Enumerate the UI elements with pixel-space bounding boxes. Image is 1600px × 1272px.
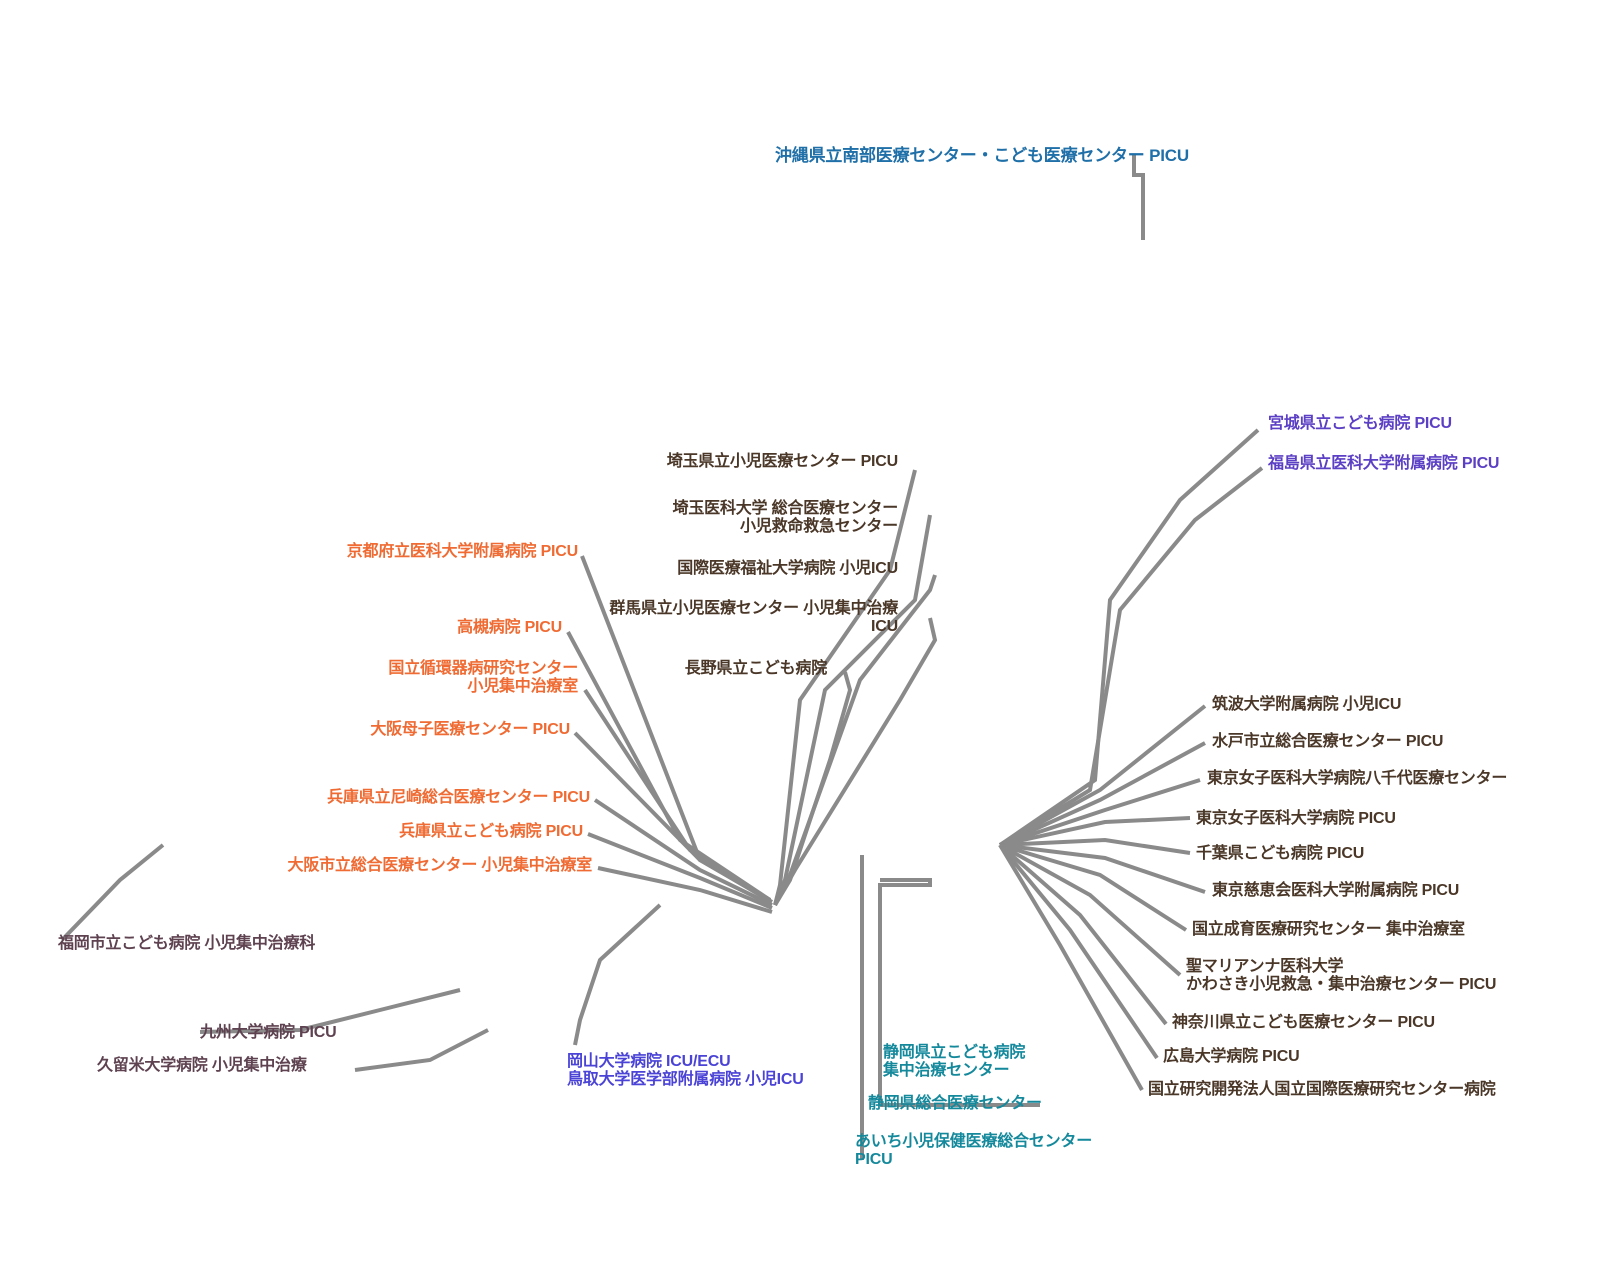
node-label[interactable]: 福島県立医科大学附属病院 PICU bbox=[1268, 455, 1500, 472]
node-label[interactable]: 兵庫県立尼崎総合医療センター PICU bbox=[327, 789, 590, 806]
node-label[interactable]: 東京女子医科大学病院八千代医療センター bbox=[1207, 770, 1508, 787]
node-label[interactable]: 国立循環器病研究センター 小児集中治療室 bbox=[388, 660, 578, 695]
node-label[interactable]: あいち小児保健医療総合センター PICU bbox=[855, 1133, 1093, 1168]
node-label[interactable]: 神奈川県立こども医療センター PICU bbox=[1172, 1014, 1435, 1031]
connector-line bbox=[998, 843, 1159, 1060]
connector-line bbox=[999, 843, 1188, 932]
connector-line bbox=[878, 878, 932, 1105]
connector-line bbox=[999, 837, 1191, 855]
node-label[interactable]: 広島大学病院 PICU bbox=[1163, 1048, 1300, 1065]
node-label[interactable]: 九州大学病院 PICU bbox=[200, 1024, 337, 1041]
node-label[interactable]: 国立研究開発法人国立国際医療研究センター病院 bbox=[1148, 1081, 1496, 1098]
connector-line bbox=[999, 816, 1191, 847]
node-label[interactable]: 京都府立医科大学附属病院 PICU bbox=[346, 543, 578, 560]
connector-line bbox=[60, 843, 165, 942]
node-label[interactable]: 宮城県立こども病院 PICU bbox=[1268, 415, 1452, 432]
node-label[interactable]: 大阪母子医療センター PICU bbox=[370, 721, 570, 738]
connector-line bbox=[999, 741, 1206, 847]
connector-line bbox=[587, 832, 773, 910]
node-label[interactable]: 高槻病院 PICU bbox=[457, 619, 562, 636]
connector-line bbox=[998, 843, 1144, 1091]
connector-line bbox=[773, 671, 853, 907]
node-label[interactable]: 大阪市立総合医療センター 小児集中治療室 bbox=[287, 857, 593, 874]
connector-line bbox=[999, 843, 1182, 977]
node-label[interactable]: 国際医療福祉大学病院 小児ICU bbox=[677, 560, 898, 577]
connector-line bbox=[1132, 154, 1145, 240]
node-label[interactable]: 千葉県こども病院 PICU bbox=[1196, 845, 1365, 862]
node-label[interactable]: 岡山大学病院 ICU/ECU 鳥取大学医学部附属病院 小児ICU bbox=[567, 1053, 804, 1088]
node-label[interactable]: 埼玉医科大学 総合医療センター 小児救命救急センター bbox=[672, 500, 899, 535]
connector-line bbox=[999, 704, 1207, 847]
connector-line bbox=[999, 778, 1201, 847]
node-label[interactable]: 兵庫県立こども病院 PICU bbox=[399, 823, 583, 840]
node-label[interactable]: 筑波大学附属病院 小児ICU bbox=[1212, 696, 1402, 713]
connector-line bbox=[999, 843, 1206, 894]
connector-line bbox=[573, 903, 662, 1046]
node-label[interactable]: 久留米大学病院 小児集中治療 bbox=[97, 1057, 307, 1074]
connector-line bbox=[998, 843, 1168, 1026]
node-label[interactable]: 福岡市立こども病院 小児集中治療科 bbox=[58, 935, 316, 952]
node-label[interactable]: 聖マリアンナ医科大学 かわさき小児救急・集中治療センター PICU bbox=[1186, 958, 1497, 993]
connector-line bbox=[354, 1028, 489, 1072]
node-label[interactable]: 水戸市立総合医療センター PICU bbox=[1212, 733, 1444, 750]
node-label[interactable]: 群馬県立小児医療センター 小児集中治療 ICU bbox=[609, 600, 898, 635]
node-label[interactable]: 東京慈恵会医科大学附属病院 PICU bbox=[1212, 882, 1460, 899]
node-label[interactable]: 静岡県立こども病院 集中治療センター bbox=[883, 1044, 1026, 1079]
node-label[interactable]: 東京女子医科大学病院 PICU bbox=[1196, 810, 1396, 827]
node-label[interactable]: 静岡県総合医療センター bbox=[868, 1095, 1042, 1112]
connector-line bbox=[998, 428, 1260, 847]
node-label[interactable]: 沖縄県立南部医療センター・こども医療センター PICU bbox=[775, 146, 1189, 165]
connector-line bbox=[573, 731, 774, 904]
node-label[interactable]: 長野県立こども病院 bbox=[684, 660, 827, 677]
connector-line bbox=[597, 866, 773, 914]
node-label[interactable]: 埼玉県立小児医療センター PICU bbox=[666, 453, 898, 470]
connector-line bbox=[998, 466, 1264, 847]
connector-line bbox=[593, 798, 773, 907]
node-label[interactable]: 国立成育医療研究センター 集中治療室 bbox=[1192, 921, 1465, 938]
connector-line bbox=[199, 988, 461, 1034]
